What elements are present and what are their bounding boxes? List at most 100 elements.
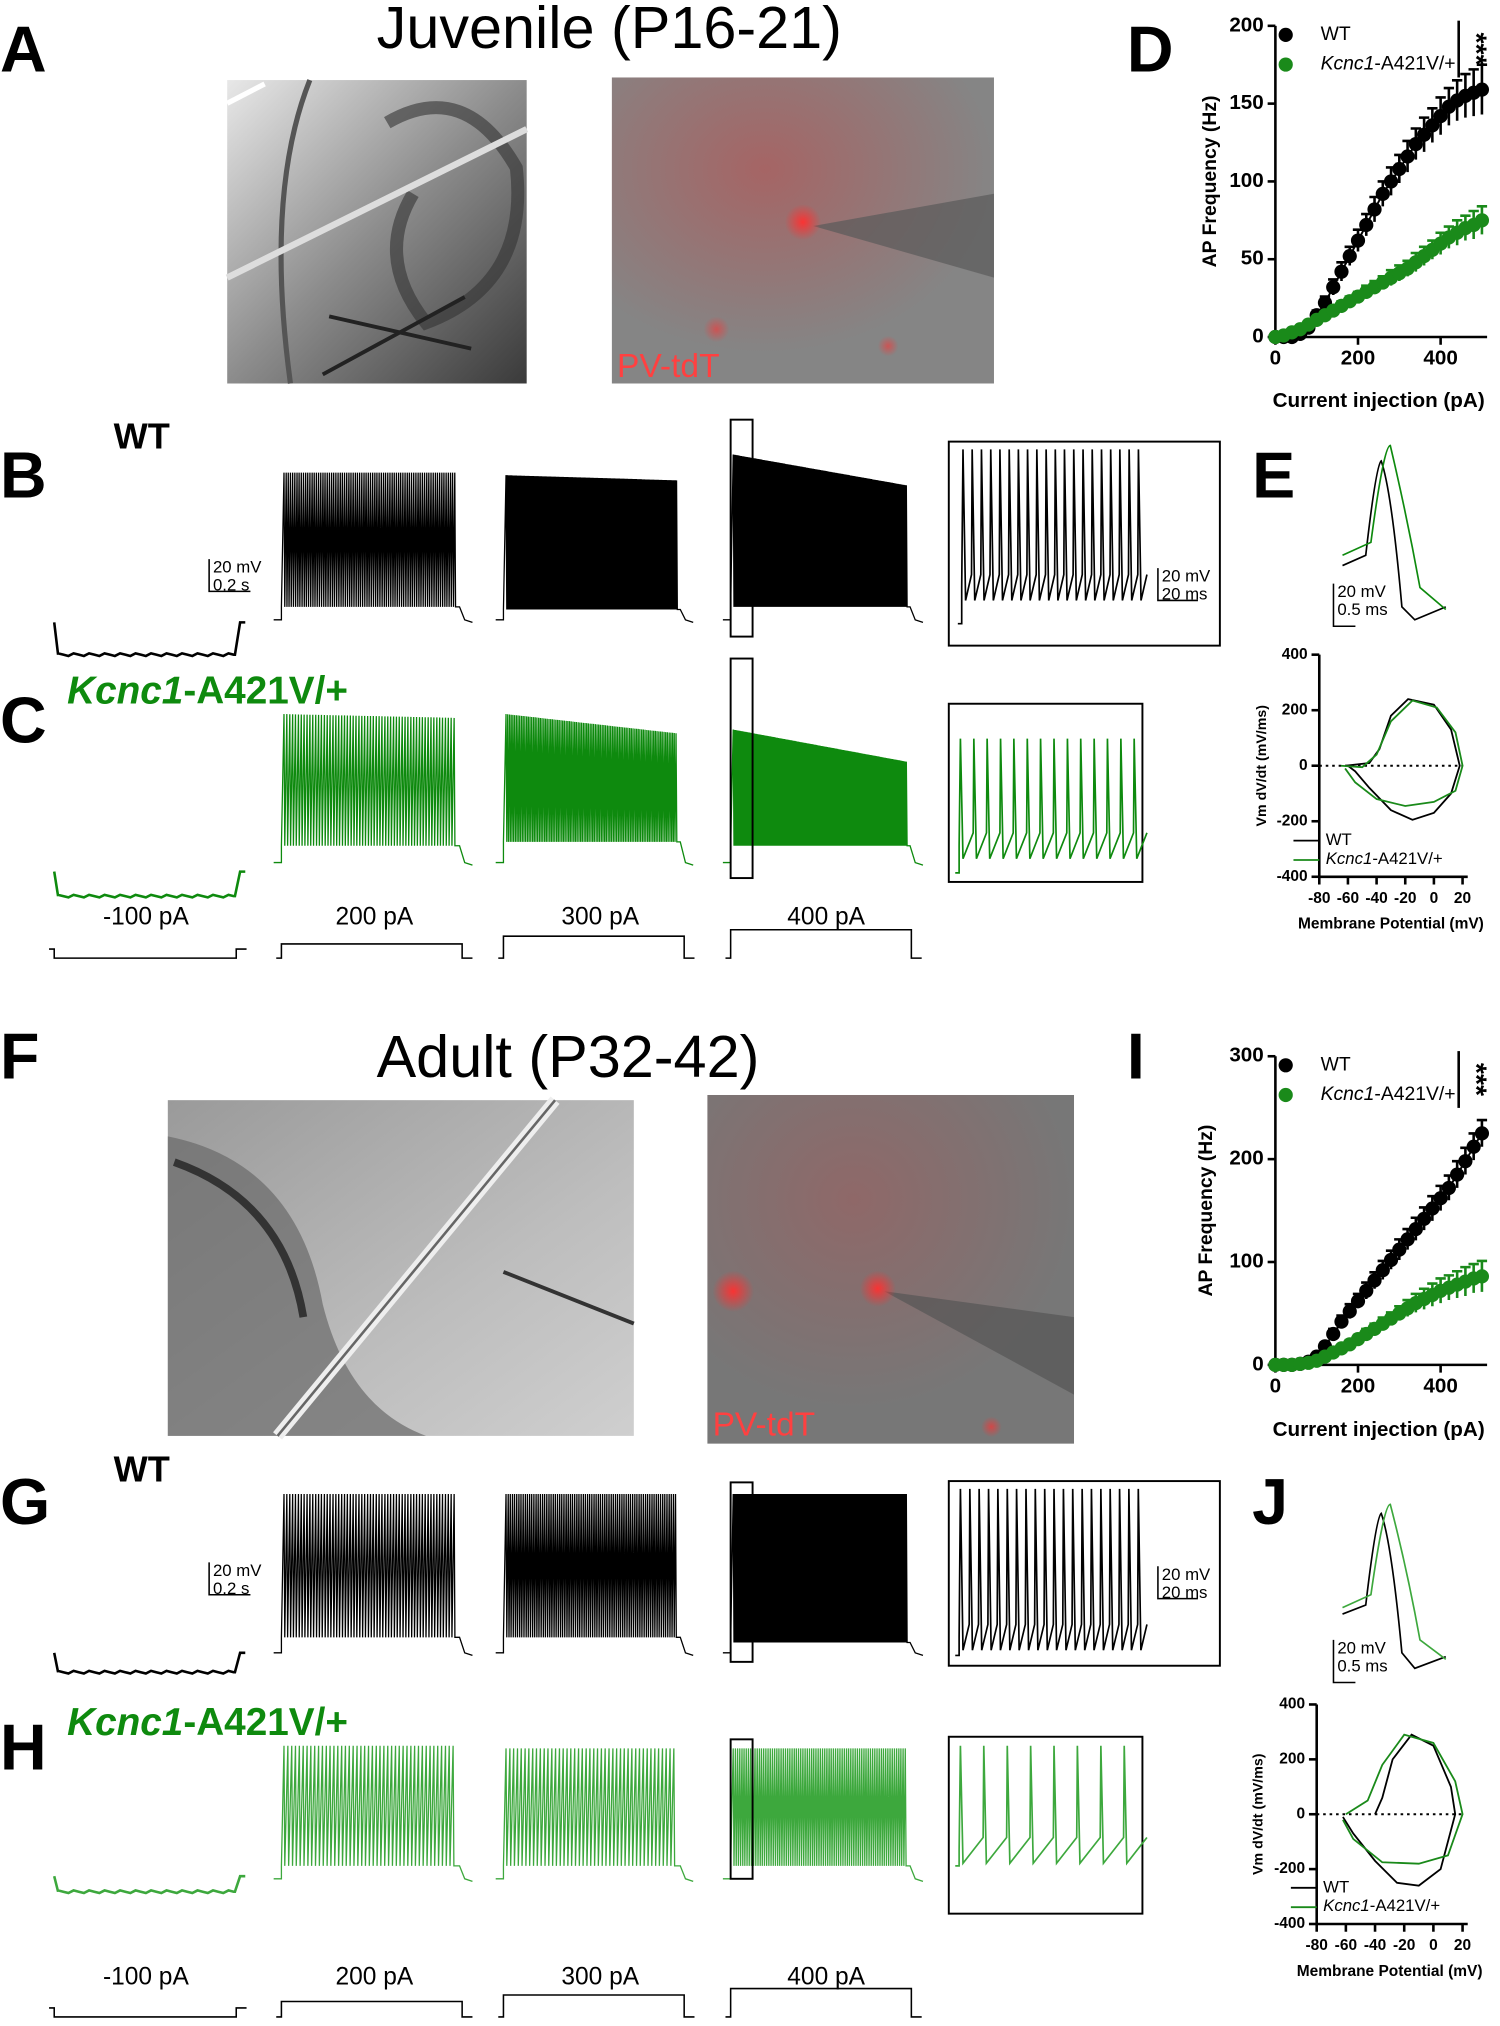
series-line: [1340, 699, 1464, 807]
current-label: 200 pA: [336, 904, 414, 931]
panel-label: G: [0, 1466, 50, 1538]
scale-label: 20 mV: [1337, 582, 1386, 601]
trace: [273, 714, 473, 866]
y-tick-label: -200: [1274, 1860, 1305, 1877]
trace: [276, 943, 473, 959]
genotype-label: WT: [114, 416, 170, 457]
panel-label: F: [0, 1020, 39, 1092]
data-point: [1433, 108, 1448, 124]
y-tick-label: 200: [1229, 1147, 1263, 1170]
current-label: 400 pA: [787, 1964, 865, 1991]
scale-bar: [208, 1562, 251, 1596]
highlight-box: [947, 702, 1144, 883]
scale-bar: [1332, 583, 1356, 628]
y-axis-label: Vm dV/dt (mV/ms): [1250, 1753, 1266, 1875]
scale-bar: [1332, 1639, 1356, 1684]
trace: [955, 1745, 1148, 1867]
legend-marker: [1278, 27, 1293, 42]
genotype-label: Kcnc1-A421V/+: [67, 1701, 348, 1744]
x-tick-label: -80: [1306, 1937, 1328, 1954]
x-tick-label: -20: [1393, 1937, 1415, 1954]
genotype-label: WT: [114, 1449, 170, 1490]
trace: [722, 729, 924, 866]
data-point: [1383, 1252, 1399, 1268]
scale-bar: [1157, 1566, 1198, 1600]
y-tick-label: 0: [1252, 1352, 1263, 1375]
x-axis-label: Membrane Potential (mV): [1298, 916, 1484, 933]
trace: [498, 935, 695, 959]
data-point: [1350, 233, 1366, 248]
x-axis-label: Membrane Potential (mV): [1297, 1963, 1483, 1980]
panel-label: E: [1252, 439, 1295, 511]
current-label: 300 pA: [561, 904, 639, 931]
x-tick-label: -20: [1394, 890, 1416, 907]
trace: [722, 454, 924, 624]
panel-label: C: [0, 685, 47, 757]
fluorescence-image: [611, 77, 994, 384]
data-point: [1425, 118, 1440, 133]
trace: [495, 475, 694, 624]
y-tick-label: 400: [1282, 646, 1308, 663]
panel-label: H: [0, 1711, 47, 1783]
y-axis-label: AP Frequency (Hz): [1199, 96, 1221, 268]
x-tick-label: 20: [1454, 1937, 1471, 1954]
data-point: [1408, 1221, 1423, 1237]
panel-label: B: [0, 439, 47, 511]
trace: [49, 948, 247, 959]
highlight-box: [729, 1481, 754, 1663]
y-tick-label: 100: [1229, 169, 1263, 192]
image-label: PV-tdT: [617, 348, 720, 385]
legend-label: WT: [1323, 1877, 1349, 1896]
y-tick-label: 400: [1279, 1696, 1305, 1713]
current-label: 300 pA: [561, 1964, 639, 1991]
highlight-box: [947, 440, 1221, 647]
x-tick-label: -60: [1335, 1937, 1357, 1954]
trace: [49, 2007, 247, 2018]
data-point: [1342, 249, 1357, 264]
brightfield-image: [167, 1096, 635, 1440]
scale-bar: [1157, 568, 1198, 602]
series-line: [1344, 698, 1461, 821]
trace: [52, 621, 246, 658]
x-tick-label: 0: [1270, 1374, 1281, 1397]
data-point: [1433, 1191, 1448, 1206]
panel-label: D: [1127, 13, 1174, 85]
trace: [495, 1748, 694, 1882]
trace: [955, 1488, 1148, 1657]
y-axis-label: AP Frequency (Hz): [1195, 1125, 1217, 1297]
panel-label: J: [1252, 1466, 1288, 1538]
trace: [1342, 1511, 1447, 1670]
trace: [52, 870, 246, 899]
trace: [273, 1493, 473, 1657]
scale-label: 0.5 ms: [1337, 600, 1387, 619]
series-line: [1342, 1733, 1457, 1887]
trace: [1342, 444, 1447, 611]
x-axis-label: Current injection (pA): [1273, 1418, 1485, 1441]
data-point: [1466, 1139, 1481, 1154]
y-axis-label: Vm dV/dt (mV/ms): [1254, 705, 1270, 827]
scale-label: 20 ms: [1162, 1583, 1208, 1602]
data-point: [1326, 280, 1341, 295]
data-point: [1367, 202, 1382, 217]
data-point: [1450, 1167, 1465, 1182]
section-title: Adult (P32-42): [377, 1023, 760, 1090]
series-line: [1342, 1733, 1464, 1865]
scale-label: 20 ms: [1162, 585, 1208, 604]
legend-label: Kcnc1-A421V/+: [1321, 1083, 1456, 1105]
data-point: [1416, 127, 1432, 142]
trace: [276, 2000, 473, 2018]
x-tick-label: 0: [1429, 1937, 1438, 1954]
y-tick-label: 100: [1229, 1249, 1263, 1272]
trace: [725, 1987, 922, 2018]
data-point: [1474, 213, 1490, 228]
highlight-box: [947, 1480, 1221, 1667]
highlight-box: [947, 1735, 1144, 1915]
y-tick-label: -400: [1274, 1915, 1305, 1932]
section-title: Juvenile (P16-21): [377, 0, 842, 61]
y-tick-label: 50: [1241, 247, 1264, 270]
data-point: [1474, 1269, 1490, 1284]
trace: [273, 1745, 473, 1882]
trace: [52, 1874, 246, 1895]
trace: [273, 472, 473, 624]
data-point: [1408, 136, 1423, 152]
